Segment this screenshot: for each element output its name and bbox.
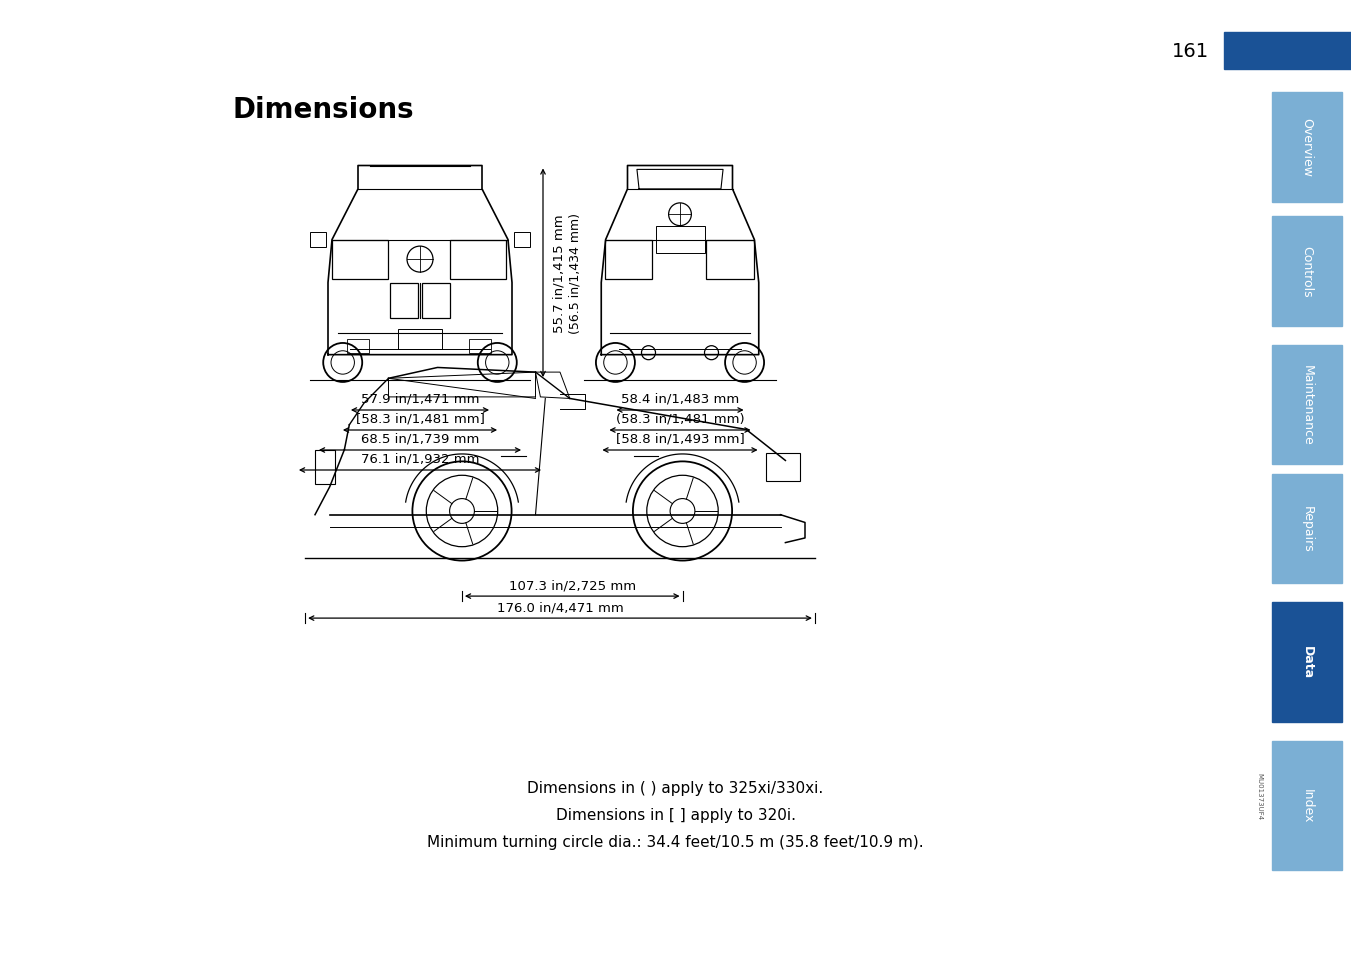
Text: Controls: Controls <box>1301 246 1313 297</box>
Bar <box>315 450 335 484</box>
Text: 68.5 in/1,739 mm: 68.5 in/1,739 mm <box>361 433 480 446</box>
Bar <box>605 240 653 279</box>
Text: 55.7 in/1,415 mm: 55.7 in/1,415 mm <box>553 214 566 333</box>
Text: MU01373UF4: MU01373UF4 <box>1256 772 1262 820</box>
Bar <box>707 240 754 279</box>
Bar <box>1273 346 1342 465</box>
Text: Maintenance: Maintenance <box>1301 365 1313 445</box>
Text: Dimensions in [ ] apply to 320i.: Dimensions in [ ] apply to 320i. <box>555 807 796 822</box>
Text: 76.1 in/1,932 mm: 76.1 in/1,932 mm <box>361 453 480 465</box>
Bar <box>332 240 388 279</box>
Text: 107.3 in/2,725 mm: 107.3 in/2,725 mm <box>509 578 636 592</box>
Text: Overview: Overview <box>1301 118 1313 177</box>
Bar <box>1273 217 1342 327</box>
Bar <box>1273 93 1342 203</box>
Bar <box>513 233 530 248</box>
Text: Index: Index <box>1301 788 1313 822</box>
Bar <box>766 454 800 481</box>
Text: 176.0 in/4,471 mm: 176.0 in/4,471 mm <box>497 600 623 614</box>
Bar <box>450 240 507 279</box>
Bar <box>1273 741 1342 869</box>
Text: 161: 161 <box>1173 42 1209 61</box>
Bar <box>1273 475 1342 583</box>
Bar <box>390 283 417 318</box>
Text: 57.9 in/1,471 mm: 57.9 in/1,471 mm <box>361 393 480 406</box>
Bar <box>309 233 326 248</box>
Bar <box>655 227 704 254</box>
Bar <box>1273 603 1342 722</box>
Text: [58.8 in/1,493 mm]: [58.8 in/1,493 mm] <box>616 433 744 446</box>
Text: Repairs: Repairs <box>1301 505 1313 553</box>
Text: (56.5 in/1,434 mm): (56.5 in/1,434 mm) <box>569 213 582 334</box>
Text: Data: Data <box>1301 646 1313 679</box>
Text: Dimensions in ( ) apply to 325xi/330xi.: Dimensions in ( ) apply to 325xi/330xi. <box>527 781 824 796</box>
Bar <box>1224 33 1351 70</box>
Text: [58.3 in/1,481 mm]: [58.3 in/1,481 mm] <box>355 413 485 426</box>
Text: Minimum turning circle dia.: 34.4 feet/10.5 m (35.8 feet/10.9 m).: Minimum turning circle dia.: 34.4 feet/1… <box>427 835 924 850</box>
Bar <box>347 339 369 354</box>
Text: 58.4 in/1,483 mm: 58.4 in/1,483 mm <box>621 393 739 406</box>
Text: (58.3 in/1,481 mm): (58.3 in/1,481 mm) <box>616 413 744 426</box>
Text: Dimensions: Dimensions <box>232 95 413 124</box>
Bar <box>469 339 490 354</box>
Bar <box>422 283 450 318</box>
Bar <box>399 330 442 350</box>
